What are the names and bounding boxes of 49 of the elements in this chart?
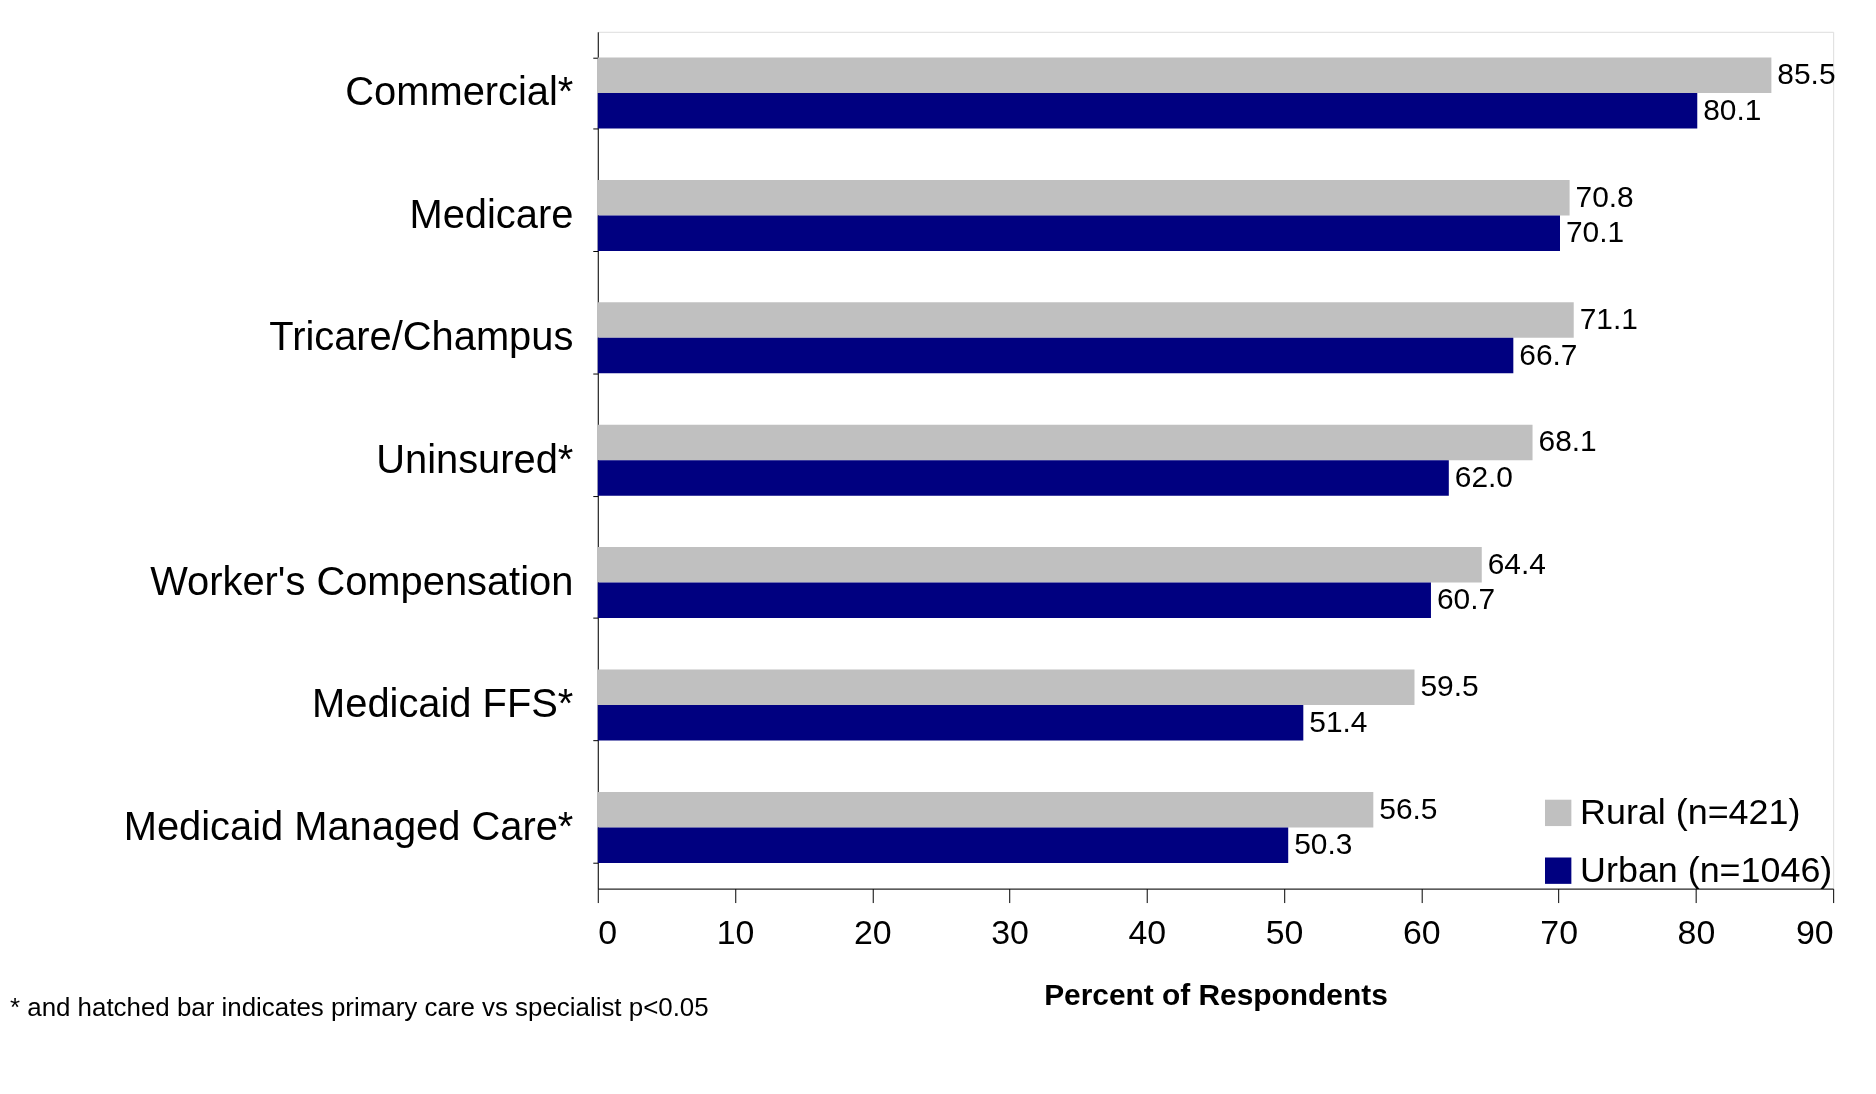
text: 70.1 <box>1565 215 1625 249</box>
bar <box>597 669 1415 706</box>
x-tick-label: 0 <box>598 912 618 951</box>
bar <box>597 547 1482 583</box>
text: 56.5 <box>1379 791 1438 825</box>
y-tick-label: Commercial* <box>345 69 574 114</box>
legend-label: Rural (n=421) <box>1580 791 1801 832</box>
x-tick-label: 20 <box>853 912 892 951</box>
bar <box>597 57 1772 94</box>
text: 71.1 <box>1579 302 1638 336</box>
text: 51.4 <box>1309 704 1368 738</box>
text: 80.1 <box>1703 92 1762 126</box>
y-tick-label: Medicaid FFS* <box>312 681 574 726</box>
y-tick-label: Medicare <box>409 191 574 236</box>
x-tick-label: 80 <box>1677 912 1716 951</box>
y-tick-label: Worker's Compensation <box>150 559 574 604</box>
bar <box>597 337 1514 374</box>
bar <box>597 705 1304 741</box>
text: 62.0 <box>1454 459 1513 493</box>
text: 64.4 <box>1487 546 1546 580</box>
bar <box>597 791 1374 828</box>
bar <box>597 460 1449 496</box>
y-tick-label: Tricare/Champus <box>269 314 574 359</box>
text: 60.7 <box>1436 582 1496 616</box>
bar <box>597 582 1431 619</box>
x-tick-label: 50 <box>1265 912 1304 951</box>
x-tick-label: 60 <box>1403 912 1441 951</box>
text: 59.5 <box>1420 669 1479 703</box>
x-tick-label: 70 <box>1540 912 1578 951</box>
text: 66.7 <box>1519 337 1578 371</box>
bar <box>597 827 1289 863</box>
text: 85.5 <box>1777 57 1836 91</box>
bar <box>597 93 1698 129</box>
text: * and hatched bar indicates primary care vs specialist p<0.05 <box>9 993 709 1022</box>
x-tick-label: 10 <box>716 912 755 951</box>
x-tick-label: 90 <box>1795 912 1834 951</box>
y-tick-label: Medicaid Managed Care* <box>123 803 574 848</box>
bar <box>597 302 1574 338</box>
bar <box>597 179 1570 216</box>
x-axis-title: Percent of Respondents <box>1044 977 1388 1011</box>
x-tick-label: 30 <box>991 912 1029 951</box>
text: 70.8 <box>1575 179 1634 213</box>
legend-label: Urban (n=1046) <box>1580 849 1833 890</box>
text: 68.1 <box>1538 424 1597 458</box>
bar <box>597 215 1560 251</box>
text: 50.3 <box>1294 827 1353 861</box>
y-tick-label: Uninsured* <box>376 436 574 481</box>
bar <box>597 424 1533 461</box>
x-tick-label: 40 <box>1128 912 1167 951</box>
